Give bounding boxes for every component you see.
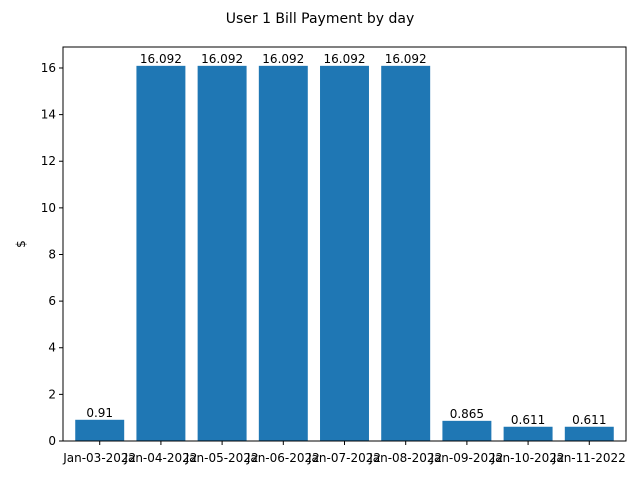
x-tick-label: Jan-04-2022: [123, 451, 197, 465]
bar-Jan-04-2022: [136, 65, 186, 441]
bar-Jan-06-2022: [258, 65, 308, 441]
y-tick-label: 16: [41, 61, 56, 75]
y-axis-label: $: [14, 240, 28, 248]
bar-Jan-03-2022: [75, 419, 125, 441]
x-tick-label: Jan-03-2022: [62, 451, 136, 465]
data-label-Jan-07-2022: 16.092: [324, 52, 366, 66]
y-tick-label: 12: [41, 154, 56, 168]
y-tick-label: 14: [41, 108, 56, 122]
data-label-Jan-05-2022: 16.092: [201, 52, 243, 66]
x-axis-ticks: Jan-03-2022Jan-04-2022Jan-05-2022Jan-06-…: [62, 441, 626, 465]
data-label-Jan-09-2022: 0.865: [450, 407, 484, 421]
data-label-Jan-04-2022: 16.092: [140, 52, 182, 66]
data-label-Jan-03-2022: 0.91: [86, 406, 113, 420]
x-tick-label: Jan-11-2022: [552, 451, 626, 465]
data-label-Jan-06-2022: 16.092: [262, 52, 304, 66]
bars-group: [75, 65, 614, 441]
x-tick-label: Jan-10-2022: [491, 451, 565, 465]
y-tick-label: 0: [48, 434, 56, 448]
bar-Jan-08-2022: [381, 65, 431, 441]
x-tick-label: Jan-09-2022: [429, 451, 503, 465]
y-axis-ticks: 0 2 4 6 8 10 12 14 16: [41, 61, 63, 448]
x-tick-label: Jan-06-2022: [246, 451, 320, 465]
bar-Jan-11-2022: [564, 426, 614, 441]
y-tick-label: 6: [48, 294, 56, 308]
x-tick-label: Jan-08-2022: [368, 451, 442, 465]
data-label-Jan-10-2022: 0.611: [511, 413, 545, 427]
y-tick-label: 2: [48, 387, 56, 401]
plot-frame: [62, 46, 627, 442]
y-tick-label: 8: [48, 247, 56, 261]
bar-Jan-05-2022: [197, 65, 247, 441]
bar-Jan-07-2022: [320, 65, 369, 441]
chart-title: User 1 Bill Payment by day: [226, 11, 415, 27]
x-tick-label: Jan-07-2022: [307, 451, 381, 465]
bar-Jan-09-2022: [442, 420, 492, 441]
x-tick-label: Jan-05-2022: [185, 451, 259, 465]
y-tick-label: 4: [48, 341, 56, 355]
bar-Jan-10-2022: [503, 426, 553, 441]
data-labels-group: 0.91 16.092 16.092 16.092 16.092 16.092 0.865 0…: [86, 52, 606, 427]
data-label-Jan-08-2022: 16.092: [385, 52, 427, 66]
y-tick-label: 10: [41, 201, 56, 215]
data-label-Jan-11-2022: 0.611: [572, 413, 606, 427]
